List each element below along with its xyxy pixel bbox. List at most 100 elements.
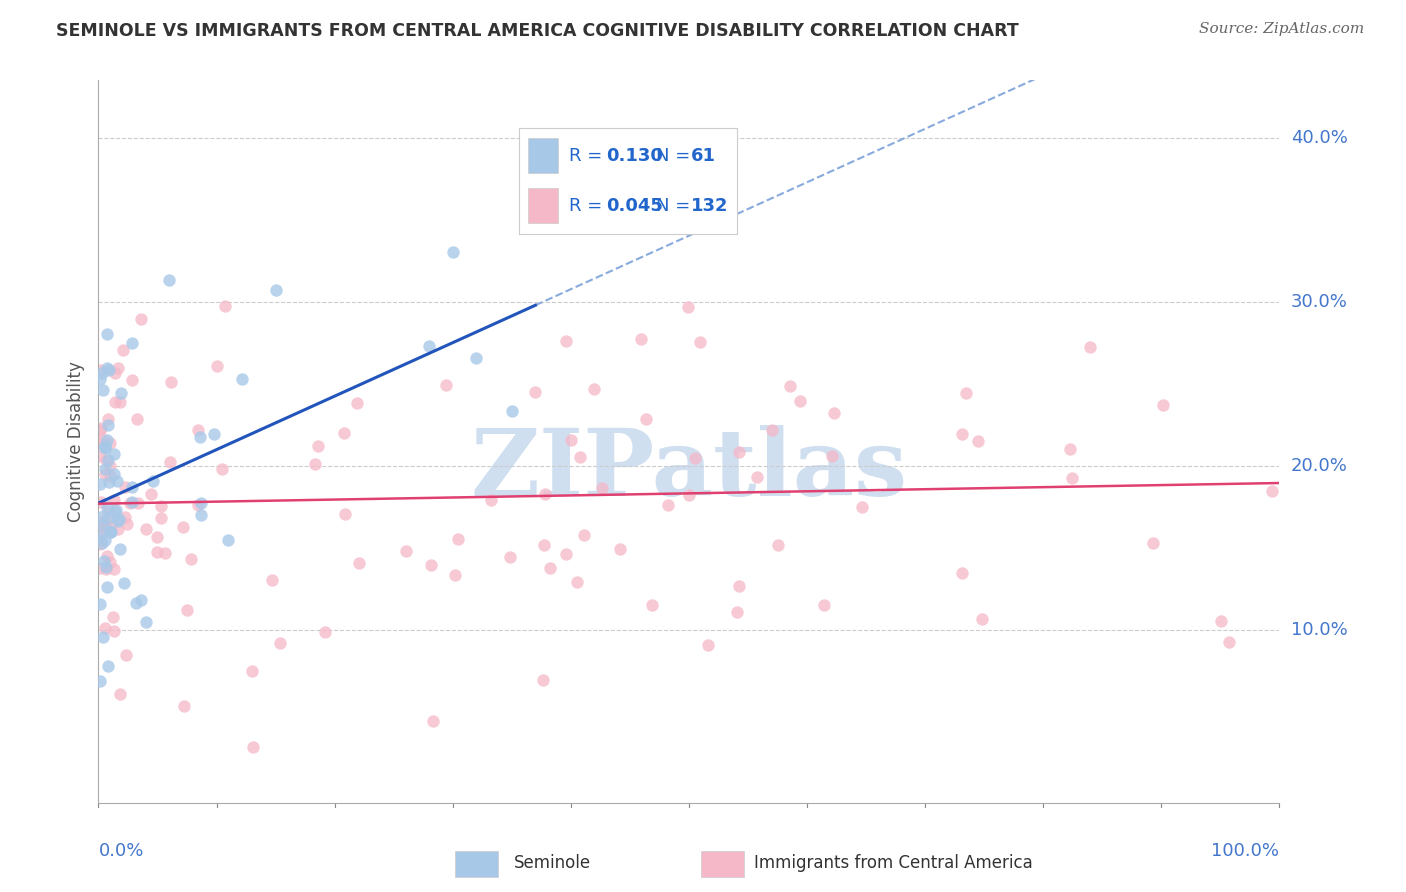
Text: Seminole: Seminole <box>515 854 591 872</box>
Point <box>187 423 209 437</box>
Point <box>107 514 129 528</box>
Point <box>118 496 141 510</box>
Point <box>214 299 236 313</box>
Text: SEMINOLE VS IMMIGRANTS FROM CENTRAL AMERICA COGNITIVE DISABILITY CORRELATION CHA: SEMINOLE VS IMMIGRANTS FROM CENTRAL AMER… <box>56 22 1019 40</box>
Point <box>89 597 111 611</box>
Point <box>94 467 117 482</box>
Point <box>121 480 143 494</box>
Point <box>972 612 994 626</box>
Point <box>966 434 988 449</box>
Point <box>657 498 679 512</box>
Point <box>110 386 132 401</box>
Point <box>91 509 114 524</box>
Point <box>103 492 125 507</box>
Point <box>176 603 198 617</box>
Point <box>447 532 470 546</box>
Point <box>240 664 263 678</box>
Text: 10.0%: 10.0% <box>1291 622 1347 640</box>
Point <box>314 625 336 640</box>
Point <box>93 524 115 538</box>
Point <box>129 593 152 607</box>
Point <box>108 512 131 526</box>
Point <box>114 648 136 663</box>
Point <box>159 455 181 469</box>
Point <box>523 384 546 399</box>
Point <box>108 687 131 701</box>
Point <box>422 714 444 729</box>
Point <box>101 610 124 624</box>
Text: 100.0%: 100.0% <box>1212 842 1279 860</box>
Point <box>97 418 120 433</box>
Text: 0.0%: 0.0% <box>98 842 143 860</box>
Point <box>96 500 118 515</box>
Point <box>135 523 157 537</box>
Point <box>1142 535 1164 549</box>
Point <box>101 516 124 531</box>
Point <box>636 175 658 189</box>
Point <box>186 498 208 512</box>
Point <box>127 411 149 425</box>
Point <box>103 447 125 461</box>
Bar <box>527 138 558 173</box>
Point <box>94 533 117 547</box>
Point <box>591 481 613 495</box>
Point <box>583 382 606 396</box>
Text: 30.0%: 30.0% <box>1291 293 1347 311</box>
Point <box>465 351 488 366</box>
Point <box>98 468 121 483</box>
Text: 132: 132 <box>692 197 728 215</box>
Bar <box>702 851 744 877</box>
Point <box>634 412 657 426</box>
Point <box>97 510 120 524</box>
Point <box>696 638 718 652</box>
Point <box>108 395 131 409</box>
Point <box>89 436 111 450</box>
Point <box>202 426 225 441</box>
Point <box>346 396 368 410</box>
Point <box>112 343 135 357</box>
Point <box>153 546 176 560</box>
Bar <box>456 851 498 877</box>
Point <box>89 449 111 463</box>
Point <box>90 495 112 509</box>
Point <box>766 538 789 552</box>
Point <box>121 495 143 509</box>
Point <box>97 362 120 376</box>
Point <box>1211 614 1233 628</box>
Point <box>97 453 120 467</box>
Text: 61: 61 <box>692 147 716 165</box>
Point <box>146 530 169 544</box>
Point <box>1078 340 1101 354</box>
Point <box>217 533 239 548</box>
Point <box>104 395 127 409</box>
Point <box>260 573 283 587</box>
Point <box>231 372 253 386</box>
Point <box>173 699 195 714</box>
Point <box>560 433 582 447</box>
Point <box>728 444 751 458</box>
Point <box>676 300 699 314</box>
Point <box>103 624 125 639</box>
Point <box>98 458 121 473</box>
Text: 0.130: 0.130 <box>606 147 664 165</box>
Point <box>93 519 115 533</box>
Point <box>127 496 149 510</box>
Point <box>567 574 589 589</box>
Point <box>728 578 751 592</box>
Point <box>160 375 183 389</box>
Point <box>90 518 112 533</box>
Point <box>91 384 114 398</box>
Point <box>555 548 578 562</box>
Point <box>141 474 163 488</box>
Point <box>135 615 157 630</box>
Point <box>538 561 561 575</box>
Text: 40.0%: 40.0% <box>1291 128 1347 147</box>
Text: R =: R = <box>569 197 609 215</box>
Point <box>121 373 143 387</box>
Point <box>479 493 502 508</box>
Point <box>114 510 136 524</box>
Point <box>108 541 131 556</box>
Point <box>89 561 111 575</box>
Point <box>1152 399 1174 413</box>
Point <box>89 536 111 550</box>
